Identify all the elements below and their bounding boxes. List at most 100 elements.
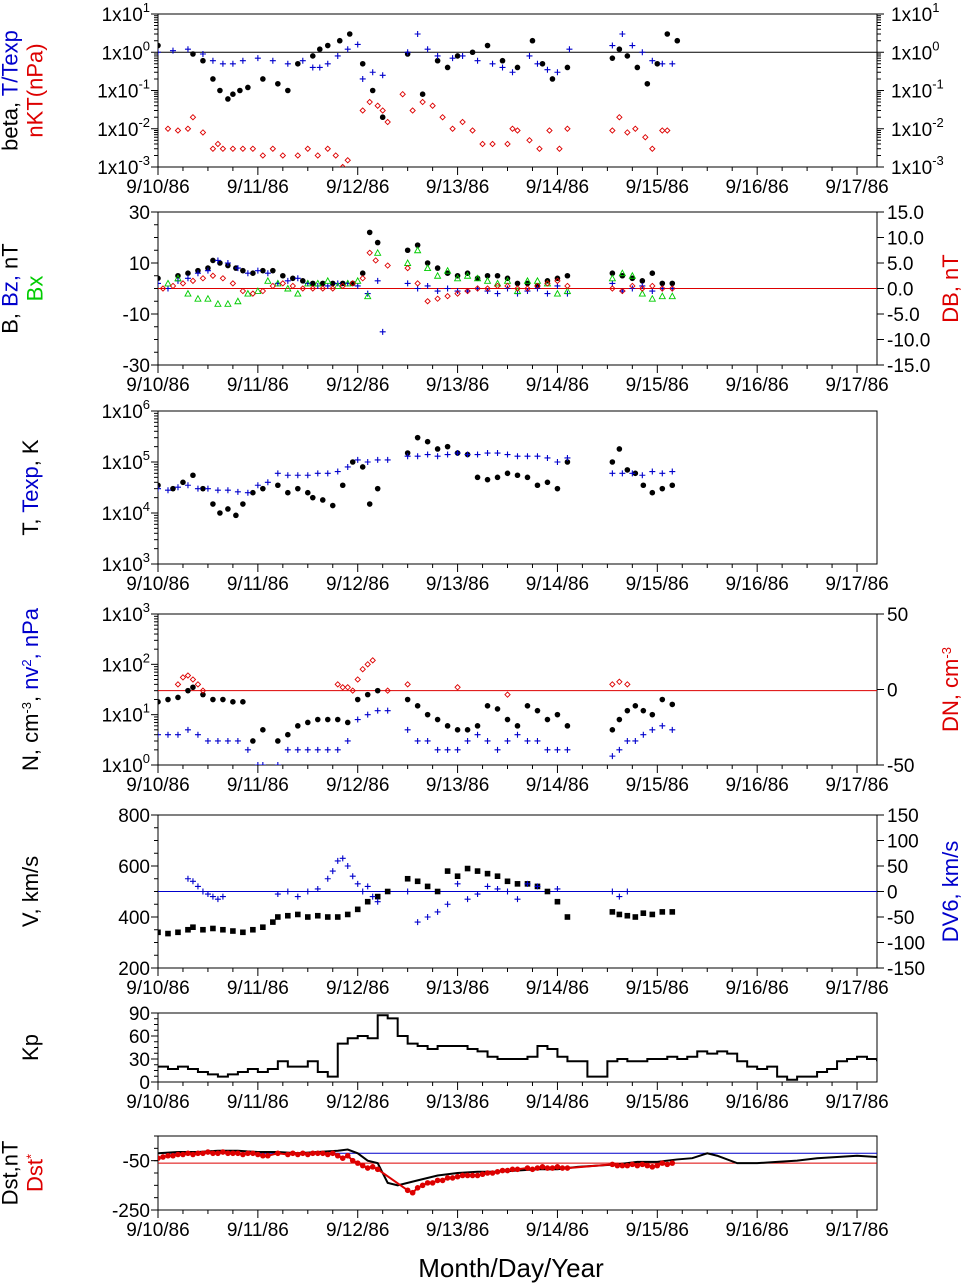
data-point-dot xyxy=(524,703,531,709)
left-axis-title-part: 2 xyxy=(19,659,34,666)
data-point-plus xyxy=(404,280,411,287)
data-point-plus xyxy=(244,489,251,496)
data-point-dot xyxy=(539,1164,546,1170)
data-point-dot xyxy=(295,485,301,492)
data-point-dot xyxy=(499,1167,506,1174)
data-point-dot xyxy=(414,1185,421,1191)
data-point-diamond xyxy=(659,127,666,134)
data-point-dot xyxy=(549,76,556,82)
data-point-plus xyxy=(619,31,626,38)
chart-panel-4: 9/10/86 9/11/86 9/12/86 9/13/86 9/14/86 9/15/… xyxy=(18,600,963,796)
data-point-triangle xyxy=(523,276,532,284)
data-point-square xyxy=(424,883,431,890)
left-axis-title-part: V, km/s xyxy=(18,856,43,927)
data-point-dot xyxy=(559,1165,566,1171)
x-axis: 9/10/86 9/11/86 9/12/86 9/13/86 9/14/86 9/15/… xyxy=(126,968,889,999)
data-point-dot xyxy=(165,696,171,703)
data-point-diamond xyxy=(424,298,431,305)
data-point-plus xyxy=(194,485,201,492)
data-point-plus xyxy=(184,875,191,882)
data-point-dot xyxy=(379,114,386,121)
data-point-plus xyxy=(194,883,201,890)
data-point-plus xyxy=(514,731,521,738)
x-tick-label: 9/17/86 xyxy=(825,574,888,595)
data-point-plus xyxy=(284,746,291,753)
data-point-dot xyxy=(414,434,421,441)
data-point-dot xyxy=(295,60,301,67)
data-point-diamond xyxy=(509,125,516,132)
x-tick-label: 9/11/86 xyxy=(227,177,289,198)
y-right-tick-exponent: -1 xyxy=(932,77,944,92)
data-point-plus xyxy=(259,762,266,765)
plot-frame xyxy=(157,1135,878,1211)
data-point-diamond xyxy=(174,681,182,688)
data-point-plus xyxy=(414,737,421,744)
data-point-dot xyxy=(260,76,266,82)
y-right-tick-label: 5.0 xyxy=(887,254,913,275)
x-tick-label: 9/12/86 xyxy=(326,1092,389,1113)
data-point-diamond xyxy=(639,285,646,292)
data-point-dot xyxy=(659,696,666,703)
y-right-tick-label: 50 xyxy=(887,857,908,878)
data-point-plus xyxy=(184,726,191,733)
y-right-tick-label: -50 xyxy=(887,756,914,777)
data-point-plus xyxy=(339,855,346,862)
data-point-dot xyxy=(434,57,441,64)
data-point-plus xyxy=(189,878,196,885)
y-tick-exponent: 1 xyxy=(143,0,150,15)
data-point-square xyxy=(444,868,451,874)
data-point-dot xyxy=(304,489,311,496)
data-point-square xyxy=(324,914,331,920)
data-point-plus xyxy=(449,55,456,62)
data-point-dot xyxy=(158,275,161,282)
data-point-dot xyxy=(564,64,571,71)
data-point-dot xyxy=(339,1155,346,1161)
data-point-square xyxy=(649,911,656,918)
data-point-diamond xyxy=(169,282,177,290)
data-point-triangle xyxy=(403,259,412,266)
data-point-plus xyxy=(464,451,471,458)
data-point-dot xyxy=(454,53,461,59)
series-group xyxy=(158,434,676,519)
data-point-dot xyxy=(509,1166,516,1173)
data-point-plus xyxy=(639,472,646,479)
y-tick-label: -50 xyxy=(123,1152,150,1173)
data-point-plus xyxy=(404,726,411,733)
data-point-dot xyxy=(479,1171,486,1178)
data-point-diamond xyxy=(219,275,227,282)
x-axis: 9/10/86 9/11/86 9/12/86 9/13/86 9/14/86 9/15/… xyxy=(126,167,889,198)
data-point-dot xyxy=(230,699,236,705)
data-point-plus xyxy=(494,885,501,892)
data-point-dot xyxy=(609,459,616,465)
data-point-square xyxy=(364,898,371,905)
left-axis-title-part: T, xyxy=(18,513,43,536)
x-axis: 9/10/86 9/11/86 9/12/86 9/13/86 9/14/86 9/15/… xyxy=(126,564,889,595)
data-point-dot xyxy=(210,257,216,264)
data-point-dot xyxy=(523,4,529,10)
data-point-plus xyxy=(434,52,441,59)
y-tick-label: 1x10-3 xyxy=(97,153,150,179)
data-point-dot xyxy=(424,438,431,445)
data-point-plus xyxy=(609,42,616,49)
data-point-triangle xyxy=(194,294,202,302)
y-tick-exponent: -3 xyxy=(138,153,150,168)
data-point-diamond xyxy=(642,133,649,141)
data-point-dot xyxy=(529,37,536,44)
data-point-plus xyxy=(494,290,501,297)
data-point-dot xyxy=(564,723,571,729)
data-point-dot xyxy=(484,272,491,279)
data-point-plus xyxy=(244,270,251,277)
data-point-square xyxy=(175,929,181,936)
x-tick-label: 9/15/86 xyxy=(626,375,689,396)
data-point-plus xyxy=(374,707,381,714)
data-point-diamond xyxy=(324,145,332,152)
data-point-plus xyxy=(534,883,541,890)
data-point-dot xyxy=(484,42,491,49)
data-point-square xyxy=(304,914,311,920)
data-point-triangle xyxy=(553,289,562,297)
right-axis-title-line: DN, cm-3 xyxy=(938,647,963,732)
data-point-diamond xyxy=(414,280,421,287)
data-point-dot xyxy=(429,1180,436,1186)
data-point-square xyxy=(165,930,171,937)
data-point-dot xyxy=(640,707,647,714)
